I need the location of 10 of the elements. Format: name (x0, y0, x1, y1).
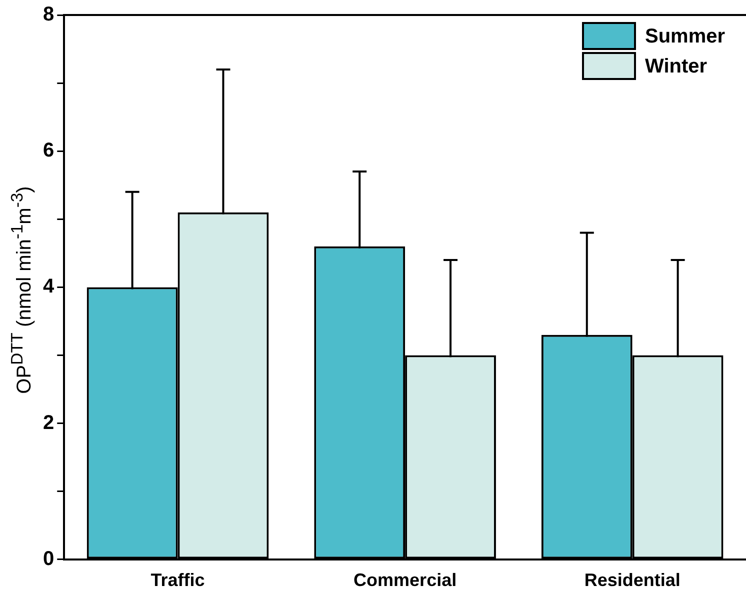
x-tick-label: Commercial (354, 570, 457, 590)
y-tick-label: 6 (43, 140, 54, 162)
x-tick-label: Traffic (150, 570, 205, 590)
legend-label: Winter (645, 56, 708, 78)
y-tick-label: 8 (43, 4, 54, 26)
x-tick-label: Residential (584, 570, 680, 590)
legend-label: Summer (645, 26, 726, 48)
y-tick-label: 4 (43, 276, 55, 298)
y-tick-label: 0 (43, 548, 54, 570)
y-tick-label: 2 (43, 412, 54, 434)
